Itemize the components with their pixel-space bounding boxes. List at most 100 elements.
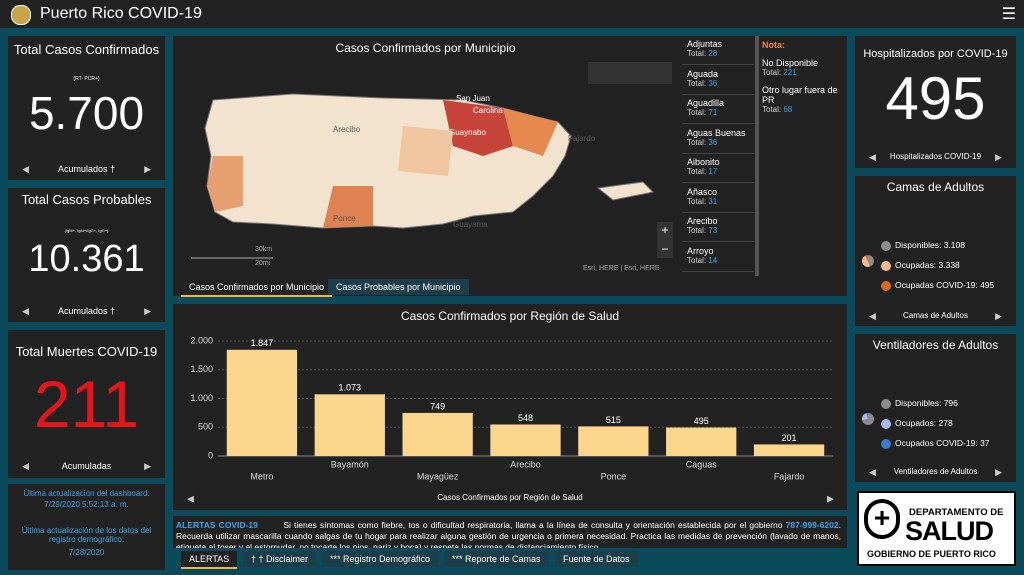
legend-value: 3.108: [943, 240, 965, 250]
municipio-total: Total: 36: [687, 79, 754, 88]
x-tick-label: Caguas: [686, 459, 718, 469]
municipio-row[interactable]: Adjuntas Total: 28: [682, 36, 754, 65]
ponce-area: [323, 186, 373, 228]
municipio-name: Arecibo: [687, 216, 718, 226]
map-tab[interactable]: Casos Confirmados por Municipio: [181, 279, 333, 297]
prev-button[interactable]: ◀: [22, 461, 29, 471]
legend-value: 278: [938, 418, 953, 428]
bottom-tab[interactable]: † † Disclaimer: [243, 551, 317, 567]
map[interactable]: + −: [173, 36, 678, 276]
app-title: Puerto Rico COVID-19: [40, 5, 202, 22]
map-tab[interactable]: Casos Probables por Municipio: [328, 279, 469, 295]
next-button[interactable]: ▶: [995, 467, 1002, 477]
legend-swatch: [881, 398, 891, 409]
logo-line2: SALUD: [905, 516, 994, 546]
place-label: Fajardo: [568, 134, 596, 143]
scale-km: 30km: [255, 246, 273, 253]
next-button[interactable]: ▶: [995, 311, 1002, 321]
update-label: Última actualización del dashboard:: [23, 489, 150, 498]
next-button[interactable]: ▶: [144, 461, 151, 471]
bar: [666, 427, 737, 456]
hospitalized-panel: Hospitalizados por COVID-19 495 ◀ Hospit…: [855, 36, 1016, 168]
legend-name: Disponibles:: [895, 398, 942, 408]
bar: [753, 444, 825, 456]
municipio-list: Adjuntas Total: 28 Aguada Total: 36 Aguadill…: [682, 36, 754, 276]
municipio-total: Total: 71: [687, 108, 754, 117]
beds-panel: Camas de Adultos ◀ Camas de Adultos ▶ Di…: [855, 176, 1016, 326]
nota-total: Total: 221: [762, 68, 847, 77]
municipio-name: Aguada: [687, 68, 719, 79]
total-label: Total:: [687, 196, 707, 206]
pie-slice: [862, 413, 868, 421]
legend-name: Ocupadas:: [895, 260, 937, 270]
municipio-row[interactable]: Añasco Total: 31: [682, 184, 754, 213]
municipio-total: Total: 31: [687, 197, 754, 206]
panel-title: Ventiladores de Adultos: [872, 338, 999, 352]
prev-button[interactable]: ◀: [869, 152, 876, 162]
logo-mark: +: [864, 499, 900, 539]
next-button[interactable]: ▶: [144, 164, 151, 174]
nota-panel: Nota: No Disponible Total: 221 Otro luga…: [762, 40, 847, 114]
zoom-controls[interactable]: [657, 222, 673, 258]
data-label: 1.073: [339, 383, 362, 393]
municipio-row[interactable]: Aibonito Total: 17: [682, 154, 754, 183]
prev-button[interactable]: ◀: [22, 306, 29, 316]
pie-slice: [862, 413, 874, 425]
prev-button[interactable]: ◀: [869, 311, 876, 321]
panel-title: Total Casos Confirmados: [13, 42, 160, 57]
legend-entry: Ocupados: 278: [881, 418, 953, 429]
bottom-tab[interactable]: ALERTAS: [181, 551, 238, 569]
map-title: Casos Confirmados por Municipio: [335, 41, 516, 55]
municipio-row[interactable]: Arroyo Total: 14: [682, 243, 754, 272]
data-label: 749: [430, 401, 445, 411]
salud-logo: + DEPARTAMENTO DE SALUD GOBIERNO DE PUER…: [857, 491, 1016, 566]
bottom-tab[interactable]: *** Registro Demográfico: [322, 551, 439, 567]
municipio-name: Aguas Buenas: [687, 127, 746, 138]
municipio-name: Añasco: [687, 186, 718, 197]
east-area: [503, 108, 558, 156]
nota-total: Total: 68: [762, 105, 847, 114]
next-button[interactable]: ▶: [995, 152, 1002, 162]
total-value: 36: [708, 137, 718, 147]
prev-button[interactable]: ◀: [22, 164, 29, 174]
x-tick-label: Arecibo: [510, 459, 541, 469]
prev-button[interactable]: ◀: [869, 467, 876, 477]
municipio-row[interactable]: Aguada Total: 36: [682, 66, 754, 95]
municipio-row[interactable]: Aguadilla Total: 71: [682, 95, 754, 124]
bottom-tab[interactable]: *** Reporte de Camas: [444, 551, 549, 567]
menu-button[interactable]: ☰: [1001, 6, 1016, 23]
panel-footer: Camas de Adultos: [903, 311, 968, 320]
alert-text: . Recuerda utilizar mascarilla cuando sa…: [176, 520, 841, 548]
pie-slice: [865, 255, 868, 261]
nota-name: No Disponible: [762, 58, 819, 68]
bottom-tab[interactable]: Fuente de Datos: [555, 551, 638, 567]
next-button[interactable]: ▶: [144, 306, 151, 316]
next-button[interactable]: ▶: [827, 493, 834, 503]
municipio-total: Total: 28: [687, 49, 754, 58]
legend-name: Disponibles:: [895, 240, 942, 250]
zoom-out[interactable]: −: [661, 242, 668, 256]
municipio-row[interactable]: Aguas Buenas Total: 36: [682, 125, 754, 154]
data-label: 515: [606, 415, 621, 425]
total-value: 31: [708, 196, 718, 206]
x-tick-label: Mayagüez: [417, 471, 459, 481]
scale-mi: 20mi: [255, 260, 271, 267]
ventilators-panel: Ventiladores de Adultos ◀ Ventiladores d…: [855, 334, 1016, 482]
central-area: [398, 126, 453, 176]
total-label: Total:: [687, 167, 707, 176]
zoom-in[interactable]: +: [661, 223, 668, 237]
updates-panel: Última actualización del dashboard: 7/29…: [8, 484, 165, 570]
region-chart-panel: Casos Confirmados por Región de Salud Ca…: [173, 304, 847, 510]
nota-title: Nota:: [762, 40, 785, 50]
deaths-panel: Total Muertes COVID-19 211 ◀ Acumuladas …: [8, 330, 165, 478]
scrollbar[interactable]: [755, 36, 759, 276]
panel-title: Hospitalizados por COVID-19: [863, 48, 1008, 60]
municipio-row[interactable]: Arecibo Total: 73: [682, 213, 754, 242]
map-toolbar[interactable]: [588, 62, 672, 84]
metro-area: [443, 100, 513, 156]
municipio-name: Aibonito: [687, 157, 720, 167]
prev-button[interactable]: ◀: [187, 493, 194, 503]
bar: [314, 394, 385, 456]
legend-value: 3.338: [938, 260, 960, 270]
